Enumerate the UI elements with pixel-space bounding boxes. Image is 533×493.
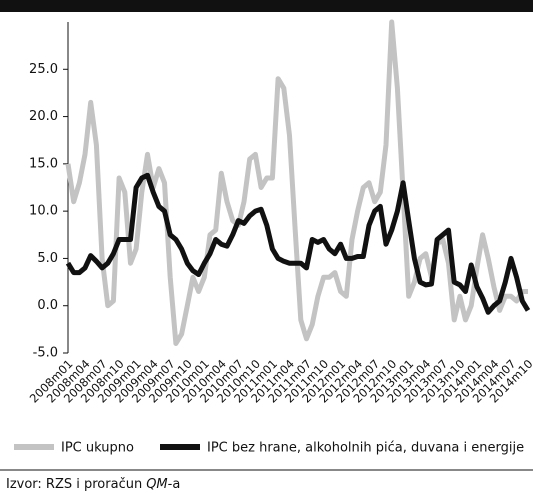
source-emph: QM xyxy=(146,477,167,492)
legend-label: IPC bez hrane, alkoholnih pića, duvana i… xyxy=(207,441,524,456)
header-bar xyxy=(0,0,533,12)
legend-label: IPC ukupno xyxy=(61,441,134,456)
y-tick-label: -5.0 xyxy=(33,346,58,361)
source-text: Izvor: RZS i proračun xyxy=(6,477,142,492)
source-suffix: -a xyxy=(168,477,181,492)
y-tick-label: 5.0 xyxy=(37,251,58,266)
y-tick-label: 15.0 xyxy=(29,156,58,171)
y-tick-label: 0.0 xyxy=(37,298,58,313)
series-line xyxy=(65,19,528,346)
source-note: Izvor: RZS i proračun QM-a xyxy=(6,477,180,492)
y-tick-label: 10.0 xyxy=(29,204,58,219)
y-tick-label: 20.0 xyxy=(29,109,58,124)
series-line xyxy=(65,172,531,315)
y-tick-label: 25.0 xyxy=(29,62,58,77)
